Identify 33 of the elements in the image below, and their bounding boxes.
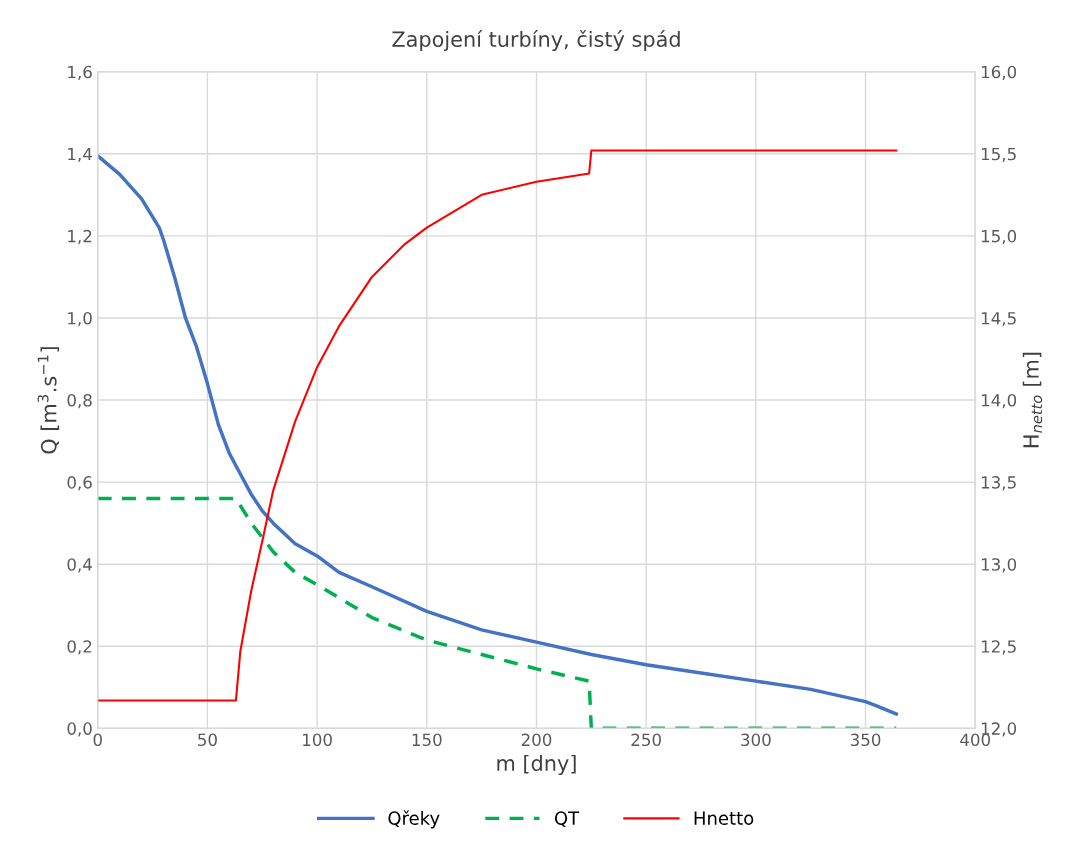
line-series (97, 496, 898, 729)
y2-tick-label: 15,5 (981, 147, 1016, 163)
y-tick-label: 0,2 (67, 640, 92, 655)
x-tick-label: 350 (850, 733, 881, 747)
y-tick-label: 1,0 (68, 311, 92, 327)
y-tick-label: 1,6 (68, 65, 92, 80)
y-tick-label: 0,0 (67, 722, 92, 737)
y-tick-label: 0,4 (67, 558, 92, 573)
y-tick-label: 0,8 (67, 393, 92, 409)
y2-tick-label: 12,5 (981, 640, 1016, 655)
y2-tick-label: 14,5 (981, 312, 1016, 327)
x-tick-label: 50 (198, 733, 217, 747)
y-tick-label: 1,4 (68, 147, 92, 163)
chart-title: Zapojení turbíny, čistý spád (392, 30, 680, 52)
y2-tick-label: 13,5 (981, 476, 1016, 491)
x-tick-label: 250 (631, 733, 661, 747)
x-tick-label: 100 (303, 733, 332, 747)
legend-label: Hnetto (694, 811, 754, 825)
y2-tick-label: 14,0 (981, 393, 1017, 409)
y2-tick-label: 13,0 (981, 558, 1017, 573)
y-tick-label: 0,6 (67, 476, 92, 491)
legend-label: Qřeky (388, 810, 440, 829)
x-tick-label: 200 (521, 733, 552, 747)
legend-label: QT (554, 811, 580, 828)
y-tick-label: 1,2 (68, 229, 92, 245)
y2-tick-label: 15,0 (981, 229, 1017, 245)
y2-axis-title: H$_{netto}$ [m] (1022, 352, 1043, 448)
x-tick-label: 300 (741, 733, 771, 747)
x-tick-label: 0 (93, 733, 102, 747)
y-axis-title: Q [m$^{3}$.s$^{−1}$] (37, 347, 60, 454)
y2-tick-label: 16,0 (981, 65, 1017, 80)
x-axis-title: m [dny] (497, 754, 576, 776)
x-tick-label: 150 (412, 733, 442, 747)
